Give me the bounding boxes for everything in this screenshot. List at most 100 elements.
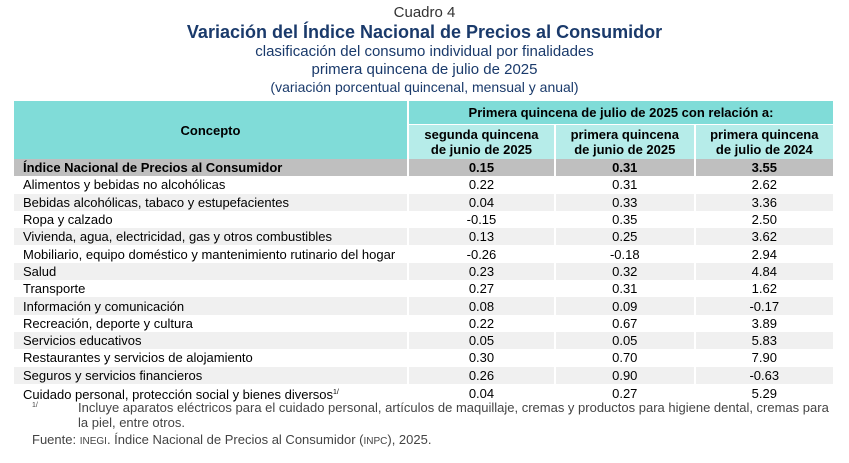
concept-cell: Seguros y servicios financieros [14, 366, 409, 384]
value-cell: 0.33 [554, 193, 696, 211]
source-org: INEGI [79, 436, 107, 447]
value-cell: -0.18 [554, 245, 696, 263]
concept-label: Índice Nacional de Precios al Consumidor [23, 160, 283, 176]
column-header-line2: de junio de 2025 [430, 142, 533, 157]
value-cell: 0.35 [554, 210, 696, 229]
value-cell: 2.62 [694, 176, 833, 194]
table-row: Transporte 0.27 0.31 1.62 [14, 280, 833, 298]
value-cell: -0.26 [408, 245, 556, 263]
table-row: Información y comunicación 0.08 0.09 -0.17 [14, 297, 833, 315]
value-cell: 3.36 [694, 193, 833, 211]
concept-cell: Transporte [14, 280, 409, 298]
source-note: Fuente: INEGI. Índice Nacional de Precio… [32, 431, 849, 450]
concept-cell: Información y comunicación [14, 297, 409, 315]
value-cell: 0.26 [408, 366, 556, 384]
source-abbr: INPC [363, 436, 388, 447]
table-row: Vivienda, agua, electricidad, gas y otro… [14, 228, 833, 246]
value-cell: 5.83 [694, 331, 833, 350]
value-cell: 0.04 [408, 193, 556, 211]
value-cell: -0.17 [694, 297, 833, 315]
table-title: Variación del Índice Nacional de Precios… [186, 22, 663, 42]
value-cell: 5.29 [694, 383, 833, 403]
value-cell: 0.90 [554, 366, 696, 384]
value-cell: 7.90 [694, 349, 833, 367]
value-cell: 0.32 [554, 262, 696, 281]
value-cell: -0.63 [694, 366, 833, 384]
value-cell: 0.70 [554, 349, 696, 367]
value-cell: 0.04 [408, 383, 556, 403]
value-cell: 0.25 [554, 228, 696, 246]
column-header-line1: segunda quincena [424, 127, 539, 142]
value-cell: 0.22 [408, 314, 556, 332]
value-cell: 0.13 [408, 228, 556, 246]
concept-header: Concepto [14, 101, 409, 159]
column-header: primera quincena de julio de 2024 [694, 124, 833, 159]
table-period: primera quincena de julio de 2025 [311, 61, 538, 78]
column-header-line1: primera quincena [710, 127, 819, 142]
value-cell: 0.31 [554, 176, 696, 194]
concept-label: Información y comunicación [23, 298, 185, 314]
concept-cell: Índice Nacional de Precios al Consumidor [14, 159, 409, 177]
concept-cell: Mobiliario, equipo doméstico y mantenimi… [14, 245, 409, 263]
table-number: Cuadro 4 [393, 4, 456, 21]
concept-label: Cuidado personal, protección social y bi… [23, 386, 334, 402]
value-cell: 0.05 [554, 331, 696, 350]
concept-cell: Salud [14, 262, 409, 281]
concept-cell: Servicios educativos [14, 331, 409, 350]
column-header-line2: de junio de 2025 [574, 142, 676, 157]
table-row: Salud 0.23 0.32 4.84 [14, 262, 833, 281]
inpc-table: Concepto Primera quincena de julio de 20… [14, 101, 833, 403]
value-cell: 4.84 [694, 262, 833, 281]
footnote-text: Incluye aparatos eléctricos para el cuid… [78, 400, 829, 430]
value-cell: 0.31 [554, 280, 696, 298]
concept-cell: Alimentos y bebidas no alcohólicas [14, 176, 409, 194]
table-row: Bebidas alcohólicas, tabaco y estupefaci… [14, 193, 833, 211]
concept-label: Alimentos y bebidas no alcohólicas [23, 177, 226, 193]
table-row: Recreación, deporte y cultura 0.22 0.67 3.8… [14, 314, 833, 332]
column-header: segunda quincena de junio de 2025 [408, 124, 556, 159]
concept-label: Restaurantes y servicios de alojamiento [23, 350, 253, 366]
value-cell: 0.08 [408, 297, 556, 315]
concept-label: Recreación, deporte y cultura [23, 315, 193, 331]
value-cell: 1.62 [694, 280, 833, 298]
value-cell: 2.50 [694, 210, 833, 229]
table-subtitle: clasificación del consumo individual por… [255, 43, 594, 60]
source-label: Fuente: [32, 432, 77, 447]
column-header: primera quincena de junio de 2025 [554, 124, 696, 159]
group-header: Primera quincena de julio de 2025 con re… [408, 101, 833, 125]
table-row: Restaurantes y servicios de alojamiento 0… [14, 349, 833, 367]
value-cell: 0.15 [408, 159, 556, 177]
concept-cell: Recreación, deporte y cultura [14, 314, 409, 332]
table-row: Mobiliario, equipo doméstico y mantenimi… [14, 245, 833, 263]
value-cell: 0.23 [408, 262, 556, 281]
value-cell: 3.55 [694, 159, 833, 177]
table-unit-note: (variación porcentual quincenal, mensual… [270, 79, 579, 95]
concept-label: Mobiliario, equipo doméstico y mantenimi… [23, 246, 396, 262]
source-text-after: ), 2025. [387, 432, 432, 447]
footnote: 1/ Incluye aparatos eléctricos para el c… [0, 400, 849, 430]
footnote-ref: 1/ [333, 388, 339, 396]
table-footer: 1/ Incluye aparatos eléctricos para el c… [0, 400, 849, 450]
concept-cell: Restaurantes y servicios de alojamiento [14, 349, 409, 367]
value-cell: 0.27 [408, 280, 556, 298]
value-cell: 0.31 [554, 159, 696, 177]
table-row: Alimentos y bebidas no alcohólicas 0.22 0.… [14, 176, 833, 194]
concept-cell: Cuidado personal, protección social y bi… [14, 383, 409, 403]
value-cell: 0.67 [554, 314, 696, 332]
table-title-block: Cuadro 4 Variación del Índice Nacional d… [0, 0, 849, 95]
value-cell: -0.15 [408, 210, 556, 229]
table-row: Ropa y calzado -0.15 0.35 2.50 [14, 210, 833, 229]
concept-cell: Bebidas alcohólicas, tabaco y estupefaci… [14, 193, 409, 211]
footnote-mark: 1/ [32, 402, 38, 409]
concept-label: Salud [23, 263, 57, 279]
table-row: Cuidado personal, protección social y bi… [14, 383, 833, 403]
value-cell: 2.94 [694, 245, 833, 263]
concept-label: Seguros y servicios financieros [23, 367, 203, 383]
value-cell: 0.27 [554, 383, 696, 403]
concept-label: Servicios educativos [23, 333, 142, 349]
concept-cell: Ropa y calzado [14, 210, 409, 229]
concept-label: Vivienda, agua, electricidad, gas y otro… [23, 229, 333, 245]
source-text-before: . Índice Nacional de Precios al Consumid… [106, 432, 364, 447]
column-header-line2: de julio de 2024 [715, 142, 813, 157]
concept-label: Ropa y calzado [23, 212, 113, 228]
